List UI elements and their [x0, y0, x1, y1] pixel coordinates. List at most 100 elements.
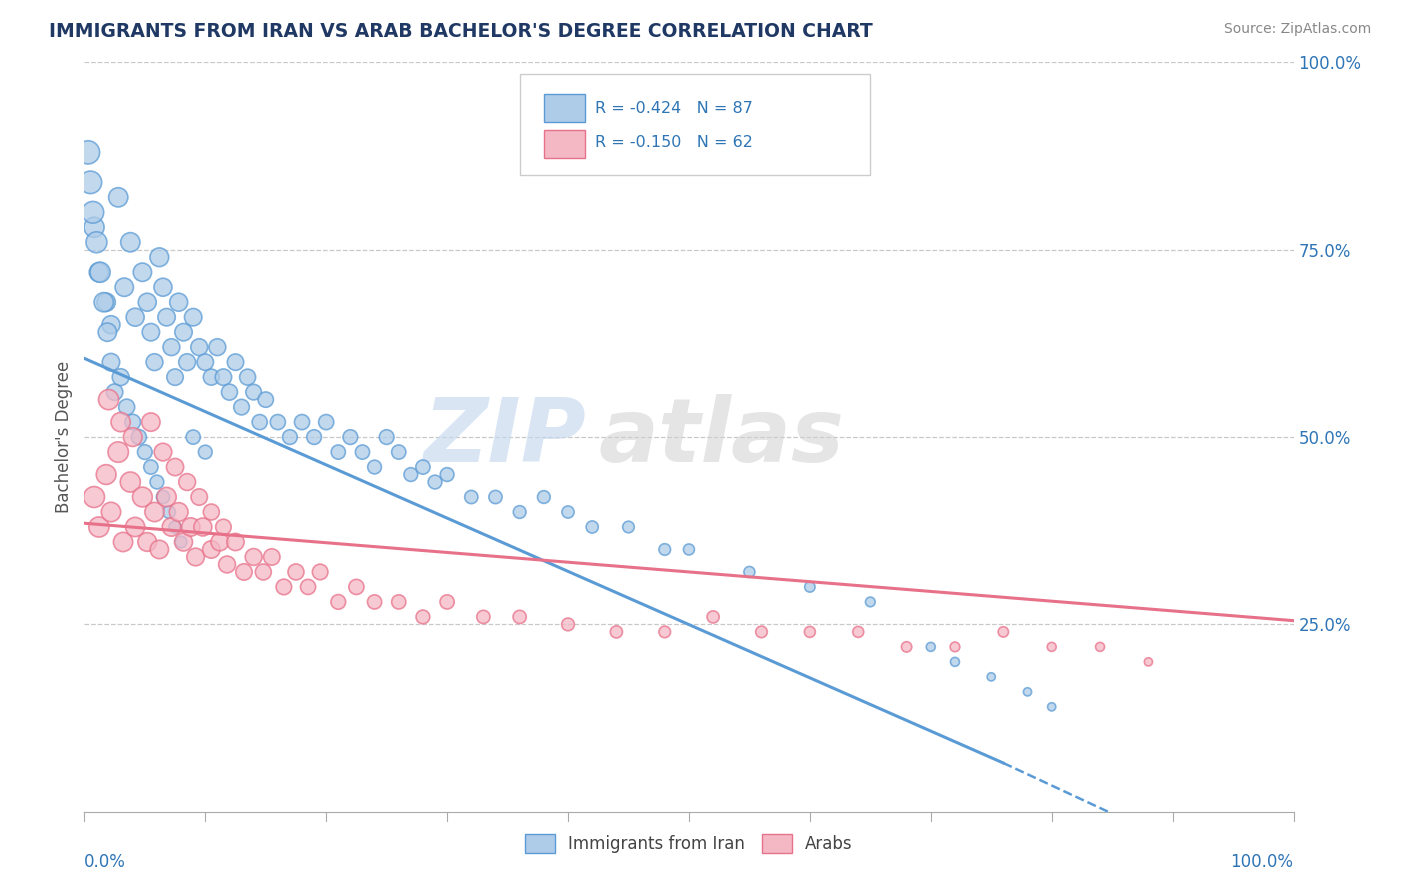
- Point: [155, 490, 177, 504]
- Point: [97, 392, 120, 407]
- Point: [184, 549, 207, 564]
- Point: [194, 355, 217, 369]
- Point: [139, 460, 162, 475]
- Point: [87, 265, 110, 279]
- Point: [77, 145, 100, 160]
- Point: [399, 467, 422, 482]
- Point: [194, 445, 217, 459]
- Point: [100, 505, 122, 519]
- Point: [557, 617, 579, 632]
- Y-axis label: Bachelor's Degree: Bachelor's Degree: [55, 361, 73, 513]
- Point: [155, 310, 177, 325]
- Point: [100, 355, 122, 369]
- Point: [212, 520, 235, 534]
- Point: [388, 595, 411, 609]
- Point: [128, 430, 150, 444]
- Point: [315, 415, 337, 429]
- Point: [167, 505, 190, 519]
- Point: [121, 415, 143, 429]
- Point: [375, 430, 398, 444]
- Point: [678, 542, 700, 557]
- Point: [167, 295, 190, 310]
- Point: [557, 505, 579, 519]
- Point: [152, 280, 174, 294]
- Text: 0.0%: 0.0%: [84, 853, 127, 871]
- Point: [617, 520, 640, 534]
- Point: [352, 445, 374, 459]
- Point: [94, 467, 117, 482]
- Point: [148, 250, 170, 264]
- FancyBboxPatch shape: [544, 130, 585, 158]
- Point: [96, 325, 118, 339]
- Point: [252, 565, 274, 579]
- Point: [309, 565, 332, 579]
- Point: [208, 535, 231, 549]
- Point: [136, 535, 159, 549]
- Point: [107, 190, 129, 204]
- Point: [131, 265, 153, 279]
- Point: [143, 505, 166, 519]
- Point: [346, 580, 368, 594]
- Point: [152, 490, 174, 504]
- Point: [943, 640, 966, 654]
- Point: [87, 520, 110, 534]
- Point: [328, 595, 350, 609]
- Point: [165, 520, 187, 534]
- Point: [242, 385, 264, 400]
- Point: [173, 535, 195, 549]
- Text: atlas: atlas: [599, 393, 844, 481]
- Point: [1040, 640, 1063, 654]
- Point: [1017, 685, 1039, 699]
- Point: [436, 595, 458, 609]
- Point: [943, 655, 966, 669]
- Text: ZIP: ZIP: [423, 393, 586, 481]
- Point: [89, 265, 111, 279]
- Point: [170, 535, 193, 549]
- Point: [79, 175, 101, 189]
- Point: [278, 430, 301, 444]
- Point: [896, 640, 918, 654]
- Point: [846, 624, 869, 639]
- Point: [160, 520, 183, 534]
- Point: [363, 595, 385, 609]
- Point: [200, 370, 222, 384]
- Point: [83, 220, 105, 235]
- Point: [260, 549, 283, 564]
- Point: [124, 310, 146, 325]
- Point: [236, 370, 259, 384]
- Text: IMMIGRANTS FROM IRAN VS ARAB BACHELOR'S DEGREE CORRELATION CHART: IMMIGRANTS FROM IRAN VS ARAB BACHELOR'S …: [49, 22, 873, 41]
- Point: [157, 505, 180, 519]
- FancyBboxPatch shape: [544, 94, 585, 121]
- Text: R = -0.150   N = 62: R = -0.150 N = 62: [595, 135, 752, 150]
- Point: [225, 535, 247, 549]
- Point: [799, 580, 821, 594]
- Point: [484, 490, 506, 504]
- Point: [1040, 699, 1063, 714]
- Point: [121, 430, 143, 444]
- Point: [181, 430, 204, 444]
- Point: [143, 355, 166, 369]
- Point: [191, 520, 214, 534]
- Point: [188, 340, 211, 354]
- Point: [412, 460, 434, 475]
- Point: [302, 430, 325, 444]
- Point: [165, 460, 187, 475]
- Point: [225, 355, 247, 369]
- Text: 100.0%: 100.0%: [1230, 853, 1294, 871]
- Point: [200, 505, 222, 519]
- Point: [242, 549, 264, 564]
- Point: [388, 445, 411, 459]
- Point: [654, 542, 676, 557]
- Point: [82, 205, 104, 219]
- Text: R = -0.424   N = 87: R = -0.424 N = 87: [595, 101, 752, 116]
- Point: [339, 430, 361, 444]
- Point: [738, 565, 761, 579]
- Point: [181, 310, 204, 325]
- Point: [139, 415, 162, 429]
- Point: [115, 400, 138, 414]
- Legend: Immigrants from Iran, Arabs: Immigrants from Iran, Arabs: [519, 827, 859, 860]
- Point: [176, 475, 198, 489]
- Point: [460, 490, 482, 504]
- Point: [1137, 655, 1160, 669]
- Point: [920, 640, 942, 654]
